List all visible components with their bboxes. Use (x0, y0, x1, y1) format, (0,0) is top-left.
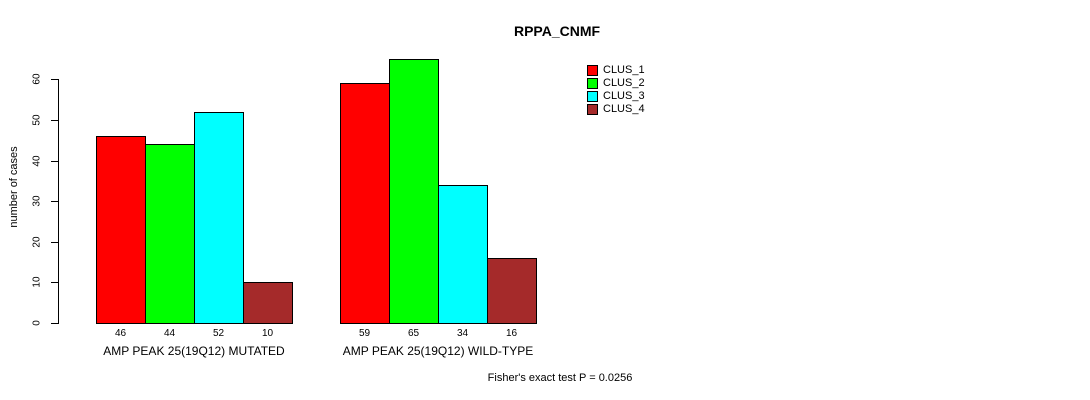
bar-value-label: 59 (358, 328, 371, 339)
bar-value-label: 44 (163, 328, 176, 339)
legend-item: CLUS_3 (587, 91, 645, 102)
y-axis-tick (51, 201, 59, 203)
x-group-label-wild-type: AMP PEAK 25(19Q12) WILD-TYPE (342, 344, 534, 358)
legend-item: CLUS_1 (587, 65, 645, 76)
bar-value-label: 46 (114, 328, 127, 339)
legend-label: CLUS_2 (603, 77, 645, 89)
bar-value-label: 65 (407, 328, 420, 339)
legend: CLUS_1 CLUS_2 CLUS_3 CLUS_4 (587, 65, 645, 117)
legend-item: CLUS_4 (587, 104, 645, 115)
y-axis-tick-label: 0 (31, 320, 43, 326)
legend-swatch-clus_1 (587, 65, 598, 76)
y-axis-label: number of cases (8, 146, 20, 228)
legend-label: CLUS_1 (603, 64, 645, 76)
bar-clus_3-group2 (438, 184, 488, 324)
bar-value-label: 10 (261, 328, 274, 339)
bar-clus_1-group1 (96, 136, 146, 324)
bar-clus_1-group2 (340, 83, 390, 324)
bar-value-label: 52 (212, 328, 225, 339)
bar-clus_4-group1 (243, 282, 293, 324)
bar-value-label: 16 (505, 328, 518, 339)
y-axis-tick (51, 241, 59, 243)
y-axis-tick (51, 282, 59, 284)
bar-clus_2-group2 (389, 59, 439, 324)
y-axis-tick-label: 30 (31, 195, 43, 207)
y-axis-tick (51, 79, 59, 81)
y-axis-tick-label: 50 (31, 114, 43, 126)
y-axis-tick-label: 10 (31, 276, 43, 288)
x-group-label-mutated: AMP PEAK 25(19Q12) MUTATED (103, 344, 285, 358)
y-axis-tick-label: 40 (31, 154, 43, 167)
legend-label: CLUS_4 (603, 103, 645, 115)
fisher-test-caption: Fisher's exact test P = 0.0256 (487, 372, 633, 384)
bar-value-label: 34 (456, 328, 469, 339)
bar-clus_2-group1 (145, 144, 195, 324)
legend-item: CLUS_2 (587, 78, 645, 89)
bar-clus_4-group2 (487, 258, 537, 324)
y-axis-tick (51, 119, 59, 121)
y-axis-tick-label: 20 (31, 236, 43, 248)
y-axis-tick-label: 60 (31, 73, 43, 85)
bar-clus_3-group1 (194, 111, 244, 324)
chart-title: RPPA_CNMF (513, 23, 601, 39)
y-axis-tick (51, 160, 59, 162)
legend-swatch-clus_3 (587, 91, 598, 102)
legend-swatch-clus_4 (587, 104, 598, 115)
legend-label: CLUS_3 (603, 90, 645, 102)
y-axis-tick (51, 323, 59, 324)
legend-swatch-clus_2 (587, 78, 598, 89)
